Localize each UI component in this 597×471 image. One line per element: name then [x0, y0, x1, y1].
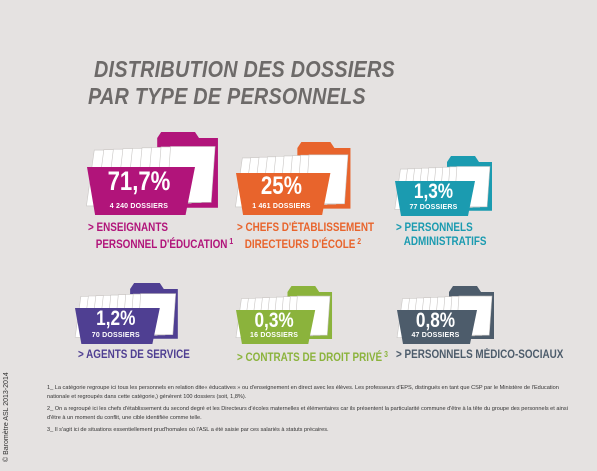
dossier-count: 4 240 DOSSIERS	[109, 203, 169, 210]
folder-icon	[394, 156, 492, 216]
category-line-1: > CONTRATS DE DROIT PRIVÉ 3	[237, 350, 388, 364]
footnote-ref: 2	[355, 237, 362, 246]
folder-front	[397, 310, 477, 344]
dossier-count: 16 DOSSIERS	[250, 332, 299, 339]
footnote-2: 2_ On a regroupé ici les chefs d'établis…	[47, 406, 568, 421]
category-line-2: PERSONNEL D'ÉDUCATION 1	[95, 237, 234, 251]
category-line-1: > ENSEIGNANTS	[88, 222, 168, 234]
category-label: > PERSONNELS MÉDICO-SOCIAUX	[396, 348, 563, 362]
folder-icon	[396, 286, 494, 344]
folder-icon	[86, 132, 218, 215]
category-label: > PERSONNELS ADMINISTRATIFS	[396, 221, 487, 249]
folder-front	[395, 181, 475, 216]
percent-label: 1,2%	[96, 307, 136, 330]
footnote-ref: 1	[227, 237, 234, 246]
copyright-credit: © Baromètre ASL 2013-2014	[3, 372, 10, 462]
title-line-1: DISTRIBUTION DES DOSSIERS	[94, 56, 396, 82]
dossier-count: 47 DOSSIERS	[411, 332, 460, 339]
folder-icon	[235, 286, 333, 344]
dossier-count: 1 461 DOSSIERS	[252, 203, 311, 210]
title-line-2: PAR TYPE DE PERSONNELS	[88, 83, 366, 109]
footnote-ref: 3	[382, 350, 388, 359]
category-line-2: ADMINISTRATIFS	[403, 236, 487, 248]
category-label: > ENSEIGNANTS PERSONNEL D'ÉDUCATION 1	[88, 221, 233, 252]
folder-front	[87, 167, 195, 215]
folder-2: 1,3% 77 DOSSIERS	[394, 151, 495, 216]
footnote-3: 3_ Il s'agit ici de situations essentiel…	[47, 427, 329, 433]
category-line-1: > PERSONNELS MÉDICO-SOCIAUX	[396, 349, 564, 361]
folder-5: 0,8% 47 DOSSIERS	[396, 281, 497, 344]
category-label: > CONTRATS DE DROIT PRIVÉ 3	[237, 348, 388, 365]
footnote-1: 1_ La catégorie regroupe ici tous les pe…	[47, 385, 559, 400]
folder-4: 0,3% 16 DOSSIERS	[235, 281, 335, 344]
percent-label: 25%	[260, 172, 302, 200]
category-label: > AGENTS DE SERVICE	[78, 348, 190, 362]
category-line-1: > CHEFS D'ÉTABLISSEMENT	[237, 222, 375, 234]
dossier-count: 70 DOSSIERS	[91, 332, 140, 339]
category-line-1: > PERSONNELS	[396, 222, 473, 234]
percent-label: 1,3%	[413, 180, 454, 203]
folder-icon	[74, 283, 178, 344]
category-line-1: > AGENTS DE SERVICE	[78, 349, 190, 361]
percent-label: 0,8%	[415, 309, 456, 332]
category-label: > CHEFS D'ÉTABLISSEMENT DIRECTEURS D'ÉCOL…	[237, 221, 374, 252]
folder-front	[236, 173, 331, 215]
percent-label: 71,7%	[107, 166, 171, 196]
folder-front	[236, 310, 316, 344]
category-line-2: DIRECTEURS D'ÉCOLE 2	[244, 237, 362, 251]
folder-0: 71,7% 4 240 DOSSIERS	[86, 125, 222, 215]
footnotes: 1_ La catégorie regroupe ici tous les pe…	[47, 384, 577, 438]
folder-front	[75, 308, 160, 344]
folder-3: 1,2% 70 DOSSIERS	[74, 278, 181, 344]
folder-icon	[235, 142, 351, 215]
folder-1: 25% 1 461 DOSSIERS	[235, 136, 354, 215]
chart-title: DISTRIBUTION DES DOSSIERS PAR TYPE DE PE…	[88, 56, 395, 110]
dossier-count: 77 DOSSIERS	[409, 204, 458, 211]
percent-label: 0,3%	[254, 309, 294, 332]
